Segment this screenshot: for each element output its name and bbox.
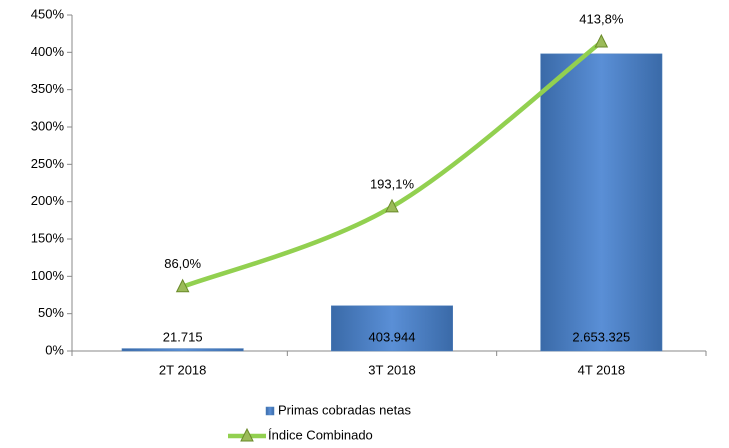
y-tick-label: 400% — [31, 44, 65, 59]
marker — [175, 278, 190, 293]
y-tick-label: 200% — [31, 193, 65, 208]
bar — [540, 53, 663, 352]
bar-label: 21.715 — [163, 329, 203, 344]
bar-label: 2.653.325 — [572, 329, 630, 344]
y-tick-label: 450% — [31, 6, 65, 21]
y-tick-label: 150% — [31, 230, 65, 245]
y-tick-label: 350% — [31, 81, 65, 96]
bar — [331, 305, 453, 352]
legend-label: Primas cobradas netas — [278, 402, 411, 417]
y-tick-label: 100% — [31, 268, 65, 283]
y-tick-label: 0% — [45, 342, 64, 357]
marker — [385, 198, 399, 213]
bar-label: 403.944 — [369, 329, 416, 344]
legend-marker — [240, 427, 254, 442]
point-label: 193,1% — [370, 176, 415, 191]
point-label: 86,0% — [164, 256, 201, 271]
y-tick-label: 300% — [31, 118, 65, 133]
point-label: 413,8% — [579, 11, 624, 26]
line — [180, 39, 604, 290]
x-tick-label: 2T 2018 — [159, 362, 206, 377]
bar — [121, 348, 244, 352]
y-tick-label: 50% — [38, 305, 64, 320]
legend-swatch — [265, 406, 275, 416]
y-tick-label: 250% — [31, 156, 65, 171]
legend-label: Índice Combinado — [268, 427, 373, 442]
x-tick-label: 4T 2018 — [578, 362, 625, 377]
marker — [594, 33, 609, 48]
x-tick-label: 3T 2018 — [368, 362, 415, 377]
